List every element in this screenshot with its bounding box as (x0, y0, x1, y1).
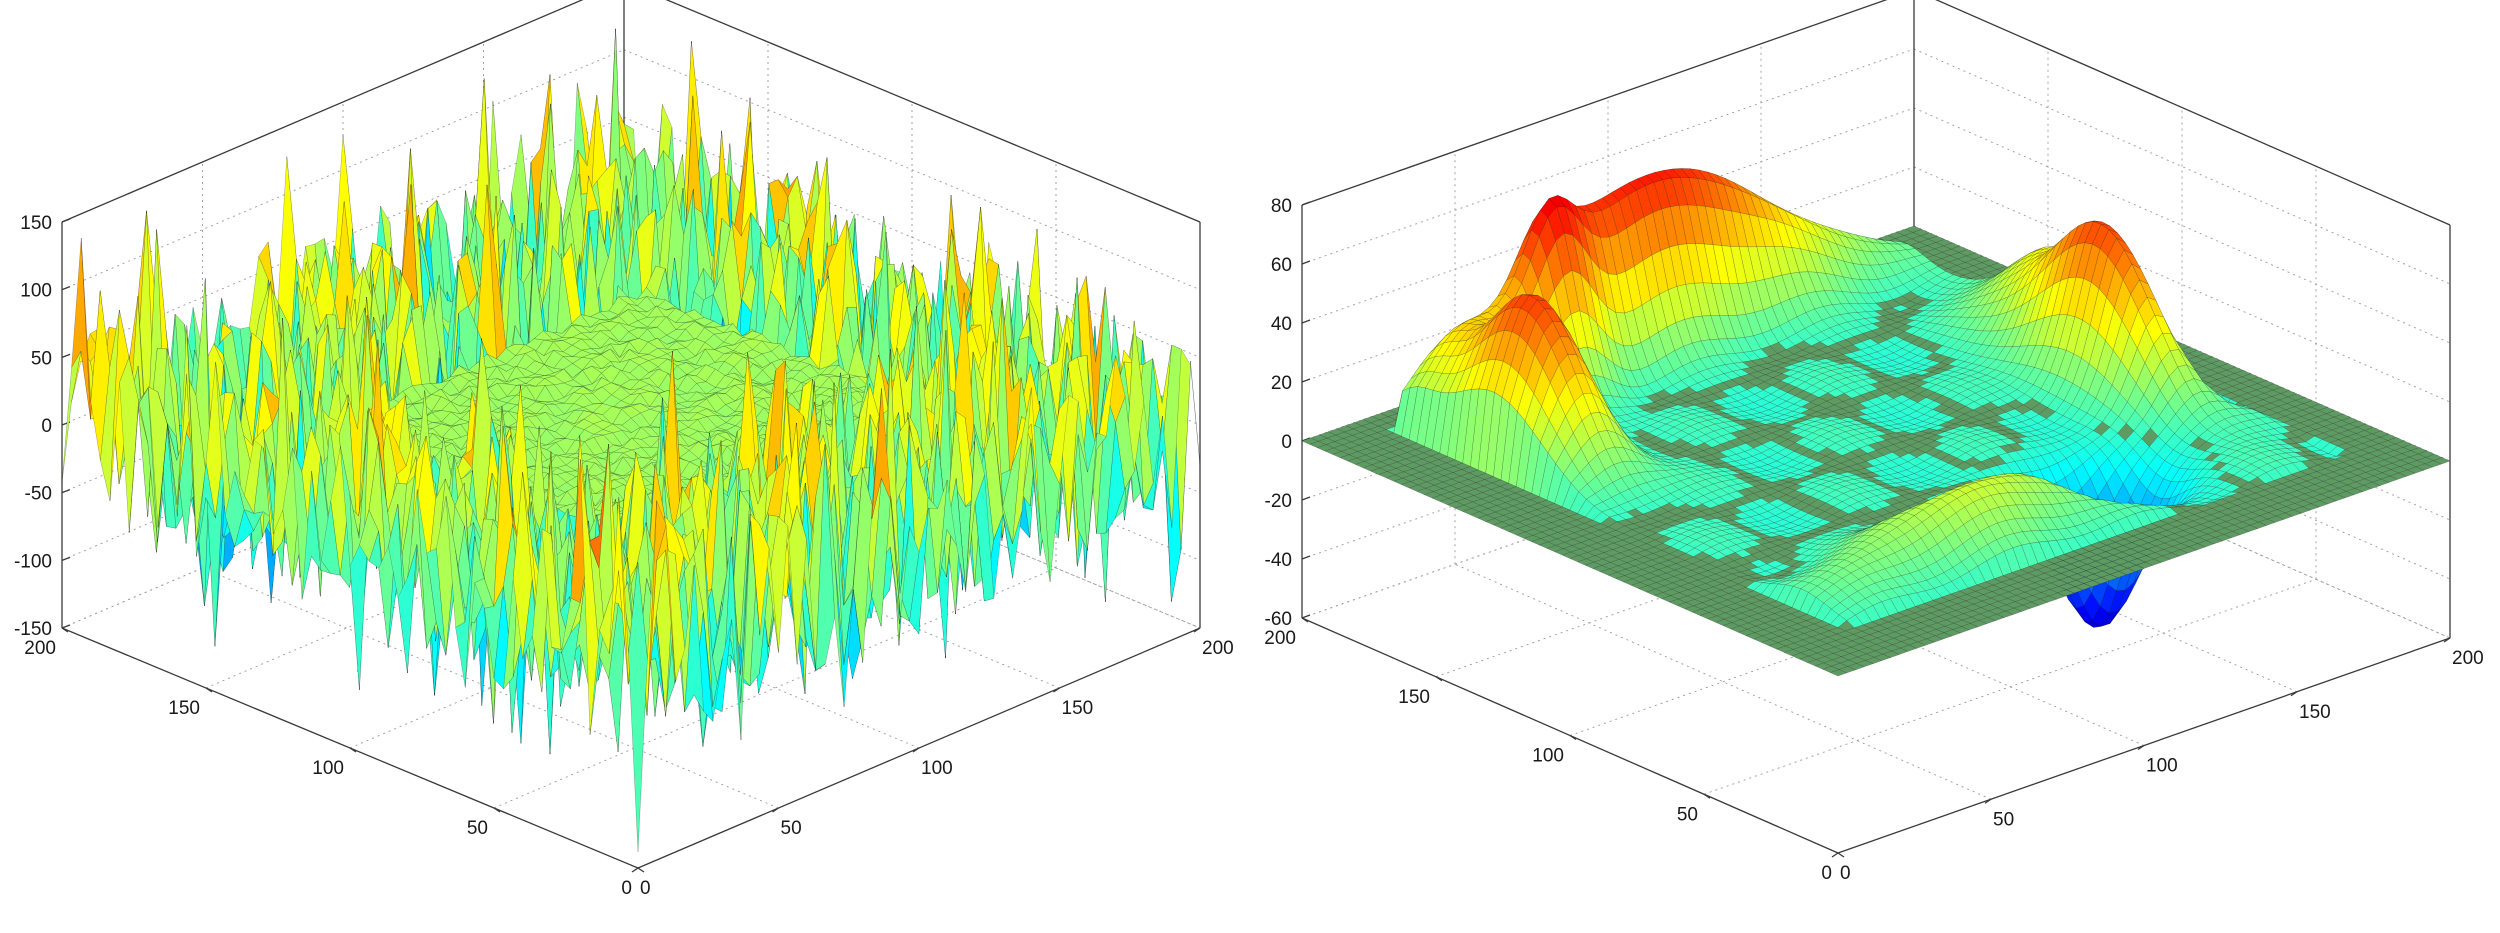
z-tick-label: 50 (31, 348, 52, 369)
box-edge (61, 0, 584, 223)
surface-patch (71, 238, 91, 420)
z-tick-mark (61, 556, 71, 561)
y-tick-mark (493, 807, 501, 813)
box-edge (665, 0, 1201, 223)
z-tick-mark (1301, 378, 1311, 383)
x-tick-mark (1053, 687, 1060, 693)
y-tick-mark (1837, 852, 1845, 858)
x-tick-mark (912, 747, 920, 753)
z-tick-mark (61, 218, 71, 223)
x-tick-label: 200 (1202, 638, 1234, 659)
y-tick-mark (349, 747, 357, 753)
x-tick-label: 0 (640, 878, 651, 899)
chart-left-noisy-surface: 050100150200050100150200-150-100-5005010… (14, 0, 1234, 899)
z-tick-label: -50 (25, 484, 52, 505)
x-tick-mark (631, 867, 639, 873)
z-tick-label: 100 (20, 281, 52, 302)
chart-right-smooth-surface: 050100150200050100150200-60-40-200204060… (1264, 0, 2484, 884)
z-tick-mark (1301, 260, 1311, 265)
grid-line (202, 567, 779, 809)
y-tick-label: 0 (621, 878, 632, 899)
surface-left (61, 28, 1201, 852)
x-tick-mark (772, 807, 779, 813)
surface-right (1301, 168, 2451, 677)
z-tick-mark (61, 624, 71, 629)
x-tick-mark (1193, 627, 1201, 633)
y-tick-label: 200 (24, 638, 56, 659)
z-tick-mark (1301, 614, 1311, 619)
z-tick-mark (61, 286, 71, 291)
y-tick-mark (61, 627, 69, 633)
z-tick-mark (1301, 319, 1311, 324)
z-tick-mark (61, 353, 71, 358)
z-tick-mark (61, 489, 71, 494)
z-tick-mark (1301, 555, 1311, 560)
x-tick-mark (1831, 852, 1839, 858)
z-tick-label: 0 (41, 416, 52, 437)
z-tick-label: -150 (14, 619, 52, 640)
y-tick-label: 100 (312, 758, 344, 779)
z-tick-label: 150 (20, 213, 52, 234)
y-tick-label: 150 (168, 698, 200, 719)
z-tick-mark (1301, 201, 1311, 206)
y-tick-label: 50 (467, 818, 488, 839)
x-tick-label: 50 (781, 818, 802, 839)
x-tick-label: 150 (1062, 698, 1094, 719)
x-tick-label: 100 (921, 758, 953, 779)
y-tick-mark (637, 867, 645, 873)
z-tick-mark (1301, 496, 1311, 501)
z-tick-label: -100 (14, 551, 52, 572)
grid-line (623, 49, 1201, 291)
y-tick-mark (205, 687, 213, 693)
